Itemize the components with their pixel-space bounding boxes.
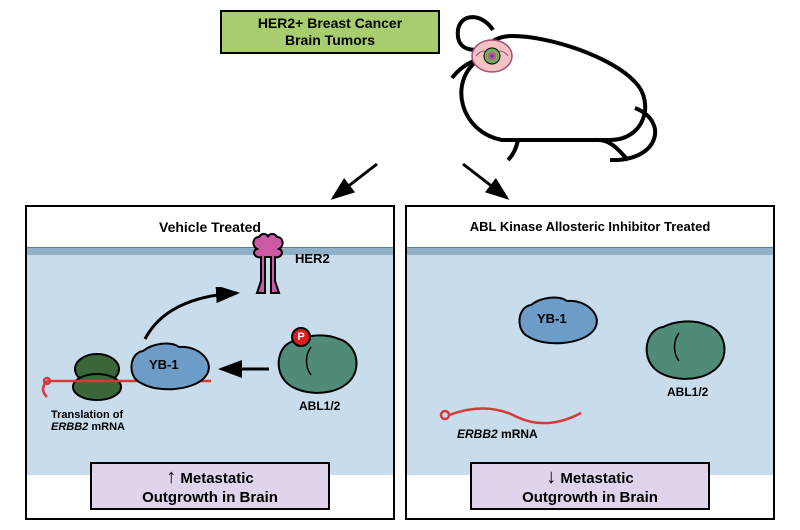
title-box: HER2+ Breast Cancer Brain Tumors: [220, 10, 440, 54]
arrow-to-her2: [137, 287, 247, 347]
outcome-arrow-up: ↑: [166, 466, 176, 488]
translation-label-line1: Translation of: [51, 409, 123, 421]
yb1-label-left: YB-1: [149, 357, 179, 372]
mouse-illustration: [430, 12, 660, 162]
abl-kinase-icon-left: [275, 333, 361, 397]
phospho-badge: P: [291, 327, 311, 347]
panel-right-title-text: ABL Kinase Allosteric Inhibitor Treated: [470, 220, 711, 235]
mrna-label-right: ERBB2 mRNA: [457, 427, 538, 441]
outcome-box-left: ↑ Metastatic Outgrowth in Brain: [90, 462, 330, 510]
panel-vehicle-treated: Vehicle Treated HER2 YB-1: [25, 205, 395, 520]
abl-label-right: ABL1/2: [667, 385, 708, 399]
panel-abl-inhibitor-treated: ABL Kinase Allosteric Inhibitor Treated …: [405, 205, 775, 520]
abl-label-left: ABL1/2: [299, 399, 340, 413]
translation-mrna-gene: ERBB2: [51, 421, 88, 433]
mrna-gene-right: ERBB2: [457, 427, 498, 441]
arrow-abl-to-yb1: [215, 357, 275, 381]
outcome-text-left: Metastatic Outgrowth in Brain: [142, 470, 278, 506]
translation-mrna-suffix: mRNA: [88, 421, 125, 433]
panel-right-title: ABL Kinase Allosteric Inhibitor Treated: [407, 207, 773, 247]
outcome-box-right: ↓ Metastatic Outgrowth in Brain: [470, 462, 710, 510]
her2-receptor-icon: [245, 233, 291, 301]
title-text: HER2+ Breast Cancer Brain Tumors: [258, 15, 402, 49]
outcome-text-right: Metastatic Outgrowth in Brain: [522, 470, 658, 506]
phospho-badge-text: P: [297, 331, 304, 343]
translation-label: Translation of ERBB2 mRNA: [51, 409, 125, 433]
abl-kinase-icon-right: [643, 319, 729, 383]
panel-left-title: Vehicle Treated: [27, 207, 393, 247]
mrna-thread-right: [437, 403, 587, 427]
branch-arrow-right: [455, 160, 515, 205]
her2-label: HER2: [295, 251, 330, 266]
branch-arrow-left: [325, 160, 385, 205]
outcome-arrow-down: ↓: [546, 466, 556, 488]
mrna-suffix-right: mRNA: [498, 427, 538, 441]
yb1-label-right: YB-1: [537, 311, 567, 326]
